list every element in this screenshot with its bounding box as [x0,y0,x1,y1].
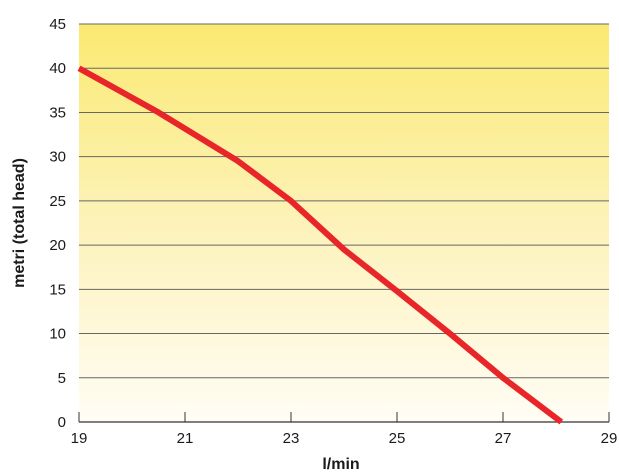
grid [79,23,609,379]
series [77,65,564,425]
x-tick-label: 21 [177,430,194,447]
y-tick-label: 10 [49,326,66,343]
x-tick-label: 23 [283,430,300,447]
y-tick-label: 20 [49,237,66,254]
y-tick-label: 35 [49,104,66,121]
y-tick-label: 45 [49,16,66,33]
x-axis-label: l/min [322,456,359,473]
series-line [77,65,564,425]
y-tick-label: 0 [58,414,66,431]
y-tick-label: 40 [49,60,66,77]
y-axis-label: metri (total head) [11,158,28,288]
y-tick-label: 30 [49,149,66,166]
x-tick-label: 27 [495,430,512,447]
y-tick-label: 25 [49,193,66,210]
x-tick-label: 25 [389,430,406,447]
y-tick-label: 5 [58,370,66,387]
y-tick-label: 15 [49,281,66,298]
x-tick-label: 19 [71,430,88,447]
axes: 0 5 10 15 20 25 30 35 40 45 19 21 23 25 27 29 [49,16,617,447]
plot-area [79,24,609,422]
x-tick-label: 29 [601,430,618,447]
